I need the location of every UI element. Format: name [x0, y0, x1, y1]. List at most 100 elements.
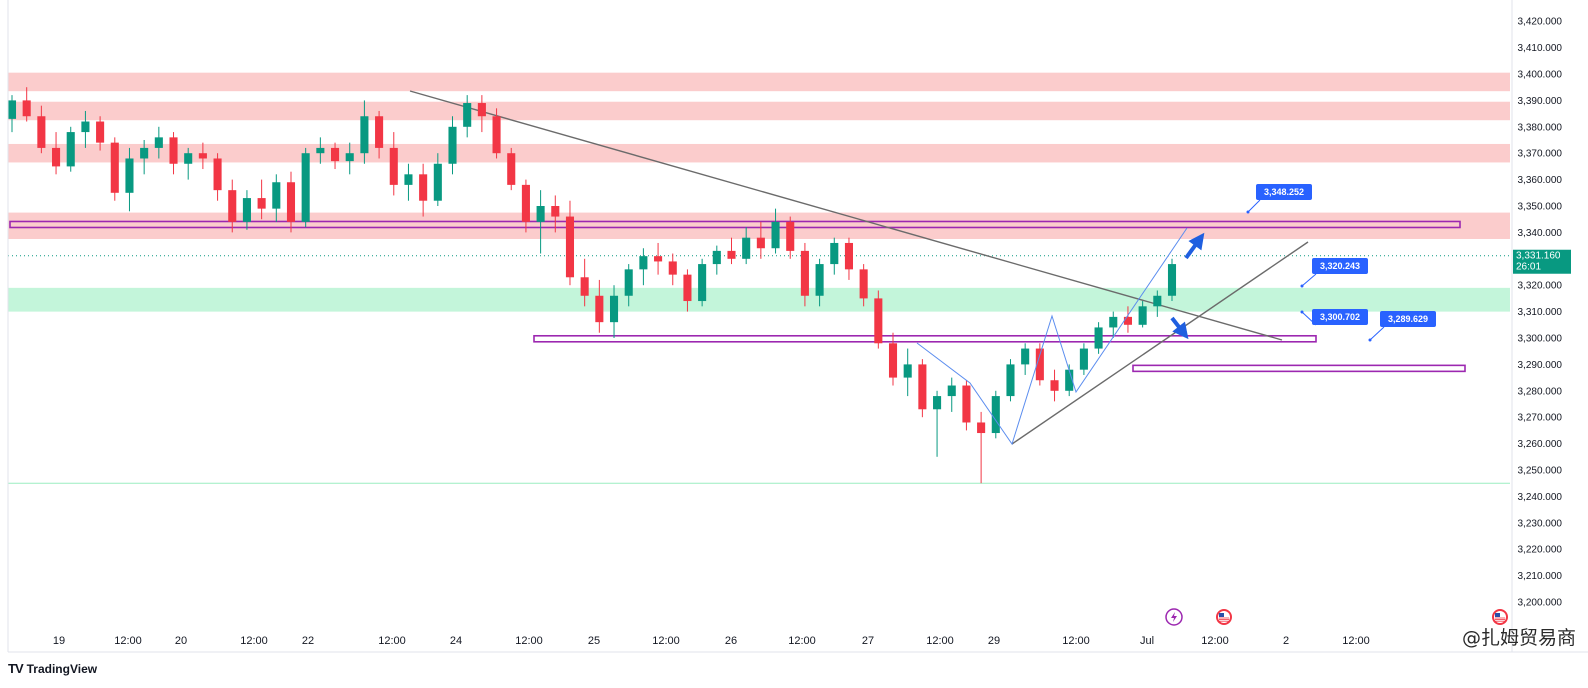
candle-body [345, 153, 354, 162]
candle-body [1006, 364, 1015, 397]
candle-body [360, 116, 369, 154]
candle [580, 258, 589, 307]
price-axis-label: 3,320.000 [1518, 281, 1563, 292]
candle [771, 208, 780, 254]
candle-body [712, 250, 721, 265]
candle [419, 163, 428, 217]
horizontal-level-box [9, 220, 1461, 229]
time-axis-label: 12:00 [788, 635, 816, 647]
candle [7, 95, 17, 133]
callout-pointer [1247, 199, 1261, 213]
candle-body [169, 137, 178, 164]
callout-anchor [1300, 310, 1304, 314]
price-axis-label: 3,310.000 [1518, 307, 1563, 318]
candle-body [639, 256, 648, 270]
price-axis-label: 3,300.000 [1518, 334, 1563, 345]
resistance-zone [8, 101, 1510, 121]
price-axis-label: 3,290.000 [1518, 360, 1563, 371]
candle [933, 390, 942, 457]
candle [1138, 301, 1147, 328]
candle [110, 137, 119, 201]
candle [683, 269, 692, 312]
price-axis-label: 3,370.000 [1518, 149, 1563, 160]
time-axis-label: 12:00 [240, 635, 268, 647]
candle-body [140, 147, 149, 159]
time-axis-label: 12:00 [652, 635, 680, 647]
projection-path [916, 227, 1188, 446]
candle-body [1079, 348, 1088, 370]
resistance-zone [8, 212, 1510, 239]
candle-body [698, 264, 707, 302]
price-axis-label: 3,220.000 [1518, 545, 1563, 556]
candle [977, 411, 986, 484]
candle [844, 237, 853, 280]
price-callout: 3,348.252 [1246, 184, 1312, 214]
candle [654, 242, 663, 275]
candle-body [184, 153, 193, 164]
candle [154, 126, 163, 159]
candle [551, 195, 560, 233]
candle [331, 142, 340, 170]
candle [962, 380, 971, 431]
candle-body [448, 126, 457, 164]
us-flag-icon-canton [1495, 613, 1500, 617]
price-callout: 3,300.702 [1300, 309, 1368, 326]
candle [301, 147, 310, 228]
candle-body [125, 158, 134, 193]
candle [859, 264, 868, 307]
candle [66, 126, 75, 172]
candle-body [727, 250, 736, 259]
candle [786, 216, 795, 259]
candle-body [286, 182, 296, 222]
candle [228, 179, 237, 233]
candle [727, 237, 736, 265]
candle [125, 147, 134, 212]
candle-body [272, 182, 281, 209]
candle [492, 108, 501, 159]
candle [1167, 258, 1177, 302]
current-price-value: 3,331.160 [1516, 251, 1561, 262]
candle [1006, 359, 1015, 402]
us-flag-icon[interactable] [1492, 609, 1508, 625]
candle [96, 116, 105, 151]
candle-body [962, 385, 971, 423]
resistance-zone [8, 72, 1510, 92]
time-axis-label: 2 [1283, 635, 1289, 647]
candle [1153, 290, 1162, 317]
current-price-badge-bg [1513, 249, 1571, 274]
horizontal-level-box [533, 334, 1317, 343]
candle-body [375, 116, 384, 148]
time-axis-label: 12:00 [1342, 635, 1370, 647]
resistance-zone [8, 143, 1510, 163]
tradingview-mark: TV [8, 661, 24, 676]
candle [639, 248, 648, 286]
candle-body [389, 147, 398, 185]
candle-body [213, 158, 222, 191]
lightning-icon[interactable] [1165, 608, 1183, 626]
candle [1109, 311, 1118, 338]
time-axis-label: 25 [588, 635, 600, 647]
candle-body [859, 269, 868, 299]
candle [595, 279, 604, 333]
time-axis-label: 12:00 [1062, 635, 1090, 647]
candle-body [830, 242, 839, 265]
candle [140, 140, 149, 175]
candle-body [1065, 369, 1074, 391]
support-zone [8, 287, 1510, 312]
arrow-head [1172, 321, 1189, 340]
candle [1094, 322, 1103, 354]
candle-body [580, 277, 589, 296]
candle-body [22, 100, 31, 117]
price-axis-label: 3,380.000 [1518, 122, 1563, 133]
candle-body [110, 142, 119, 193]
candle [52, 132, 61, 175]
time-axis-label: 29 [988, 635, 1000, 647]
us-flag-icon[interactable] [1216, 609, 1232, 625]
price-axis-label: 3,250.000 [1518, 466, 1563, 477]
candle-body [7, 100, 17, 119]
candle-body [551, 206, 560, 217]
candle [947, 377, 956, 412]
candle [874, 290, 883, 349]
candle-body [96, 121, 105, 143]
